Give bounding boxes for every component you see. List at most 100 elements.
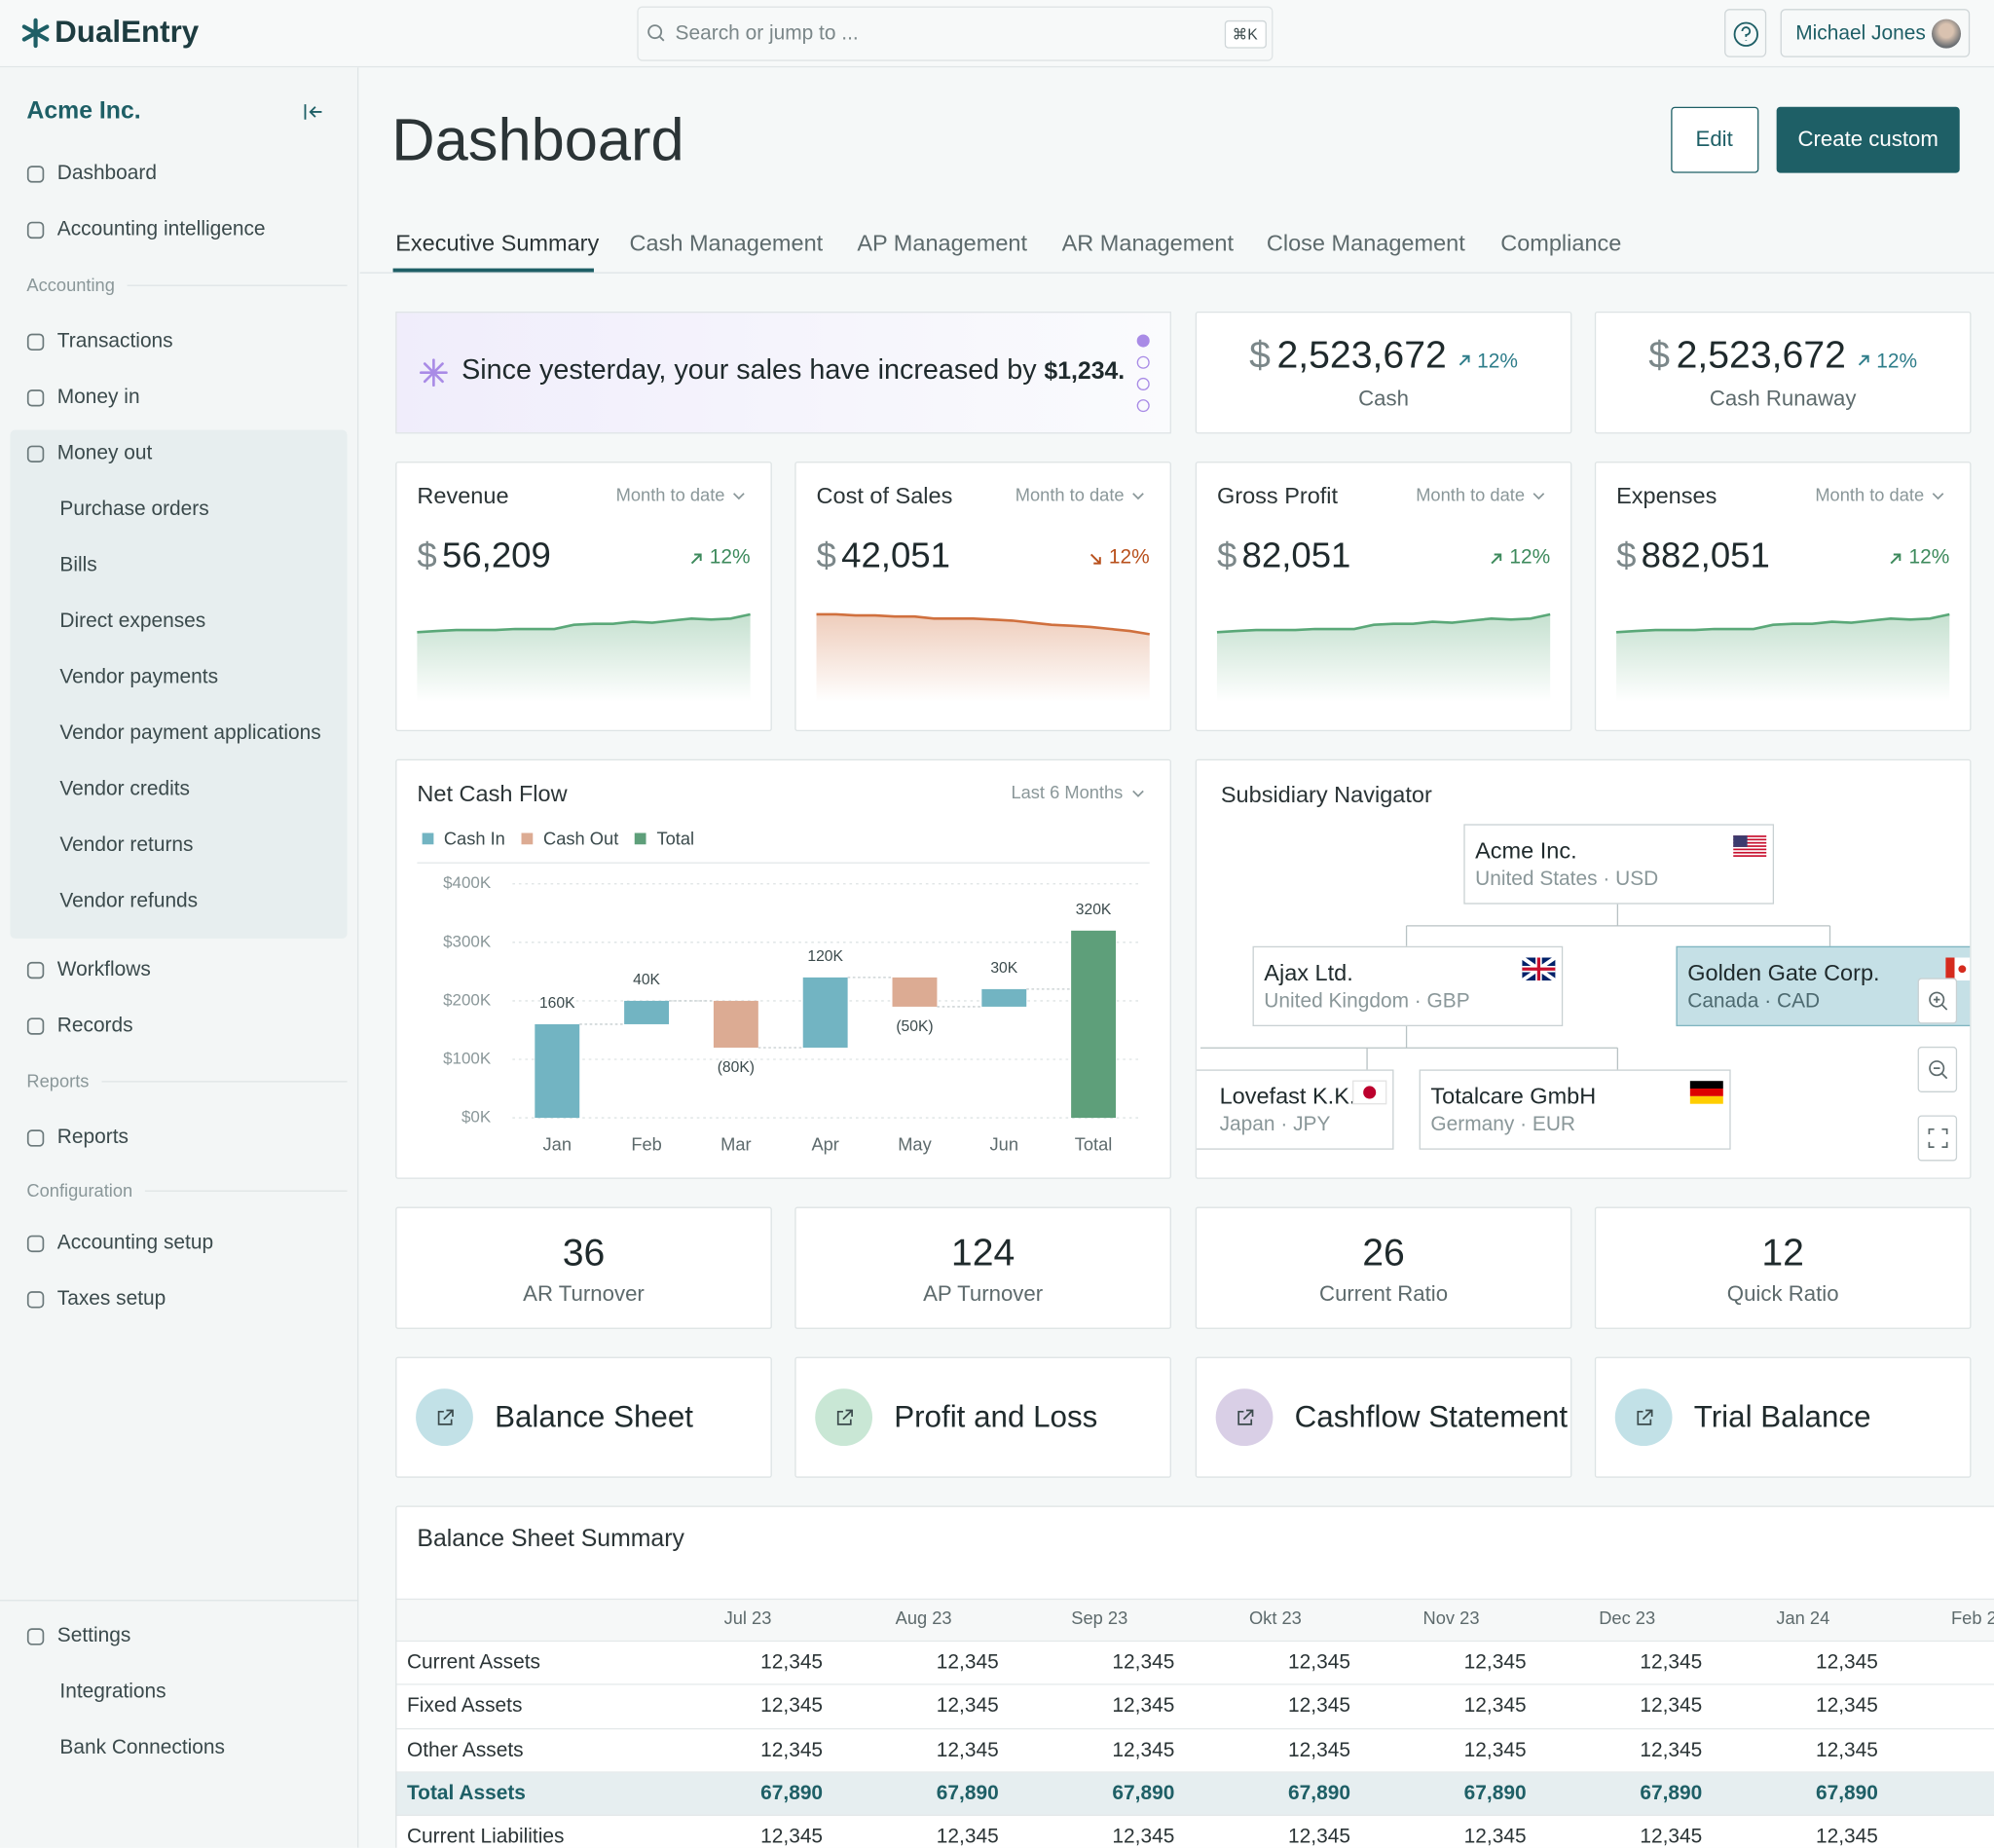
table-cell: 12,345 [760,1695,824,1718]
nav-item[interactable]: Records [56,1015,133,1037]
kpi-period[interactable]: Month to date [1416,485,1526,505]
node-name: Totalcare GmbH [1430,1083,1597,1109]
flag [1352,1080,1387,1105]
report-title[interactable]: Balance Sheet [495,1400,693,1435]
kpi-period[interactable]: Month to date [1015,485,1125,505]
section-title: Reports [26,1070,90,1091]
nav-item[interactable]: Integrations [59,1681,166,1703]
flag-cross [1522,957,1556,981]
table-cell: 67,890 [760,1783,824,1805]
nav-item[interactable]: Transactions [56,330,173,352]
tree-connector [1200,1024,1619,1070]
table-cell: 12,345 [1640,1739,1703,1761]
nav-item[interactable]: Taxes setup [56,1288,166,1311]
kpi-change: 12% [794,545,1150,571]
report-title[interactable]: Cashflow Statement [1294,1400,1569,1435]
table-cell: 12,345 [1463,1651,1527,1674]
column-header: Jan 24 [1776,1608,1830,1629]
report-icon [416,1388,473,1447]
icon [26,445,45,462]
carousel-dot[interactable] [1136,355,1150,369]
tree-node[interactable]: Acme Inc. United States · USD [1463,824,1775,905]
nav-item[interactable]: Money in [56,387,140,409]
metric-label: AP Turnover [923,1282,1044,1307]
nav-item[interactable]: Vendor credits [59,778,190,800]
table-cell: 67,890 [1463,1783,1527,1805]
flag-stripe [1733,838,1767,841]
node-detail: United Kingdom · GBP [1264,990,1470,1013]
nav-item[interactable]: Vendor payments [59,666,219,688]
icon [26,1291,45,1309]
chevron [1932,493,1944,500]
zoom-button[interactable] [1917,1046,1958,1092]
value-label: 40K [633,972,660,988]
section-rule [101,1080,348,1082]
icon-shape [26,1628,45,1645]
tab[interactable]: Cash Management [629,230,824,256]
logo-stroke [21,24,50,42]
tab[interactable]: AP Management [857,230,1028,256]
tab[interactable]: AR Management [1061,230,1235,256]
zoom-button[interactable] [1917,1115,1958,1162]
user-button[interactable] [1780,9,1971,57]
edit-button[interactable] [1671,106,1759,173]
create-button[interactable] [1776,106,1960,173]
chart-filter[interactable]: Last 6 Months [1011,782,1124,803]
nav-item[interactable]: Money out [56,442,153,464]
table-cell: 12,345 [936,1826,999,1848]
flag-stripe [1733,848,1767,851]
nav-item[interactable]: Purchase orders [59,499,209,521]
nav-item[interactable]: Dashboard [56,163,158,185]
carousel-dot[interactable] [1136,377,1150,390]
x-tick-label: Jan [543,1134,572,1155]
change: 12% [1477,351,1518,373]
bar [802,977,848,1048]
tab[interactable]: Executive Summary [395,230,600,256]
kpi-period[interactable]: Month to date [1815,485,1925,505]
flag [1733,835,1767,857]
carousel-dot[interactable] [1136,399,1150,413]
help-button[interactable] [1724,9,1767,57]
nav-item[interactable]: Vendor refunds [59,890,199,912]
search-box[interactable] [637,6,1274,61]
table-cell: 67,890 [1112,1783,1175,1805]
nav-item[interactable]: Accounting intelligence [56,218,266,240]
external-link-icon [1237,1409,1254,1425]
nav-item[interactable]: Vendor returns [59,833,194,857]
tab[interactable]: Close Management [1266,230,1465,256]
carousel-dot[interactable] [1136,334,1150,348]
kpi-period[interactable]: Month to date [615,485,725,505]
tab[interactable]: Compliance [1500,230,1622,256]
section-header: Accounting [26,274,348,297]
legend-label: Total [656,828,695,849]
report-title[interactable]: Profit and Loss [894,1400,1098,1435]
metric-card [1195,1206,1572,1329]
row-label: Current Assets [406,1651,541,1674]
nav-item[interactable]: Accounting setup [56,1232,214,1254]
tree-node[interactable]: Lovefast K.K. Japan · JPY [1197,1069,1394,1150]
table-cell: 12,345 [760,1651,824,1674]
nav-item[interactable]: Reports [56,1127,129,1149]
lens [647,24,663,40]
arrow-path [1858,354,1869,366]
y-tick-label: $0K [462,1108,492,1127]
nav-item[interactable]: Workflows [56,958,151,981]
table-cell: 12,345 [1288,1651,1350,1674]
nav-item[interactable]: Settings [56,1625,131,1647]
tree-node[interactable]: Ajax Ltd. United Kingdom · GBP [1252,945,1564,1027]
edit-label: Edit [1695,128,1733,153]
nav-item[interactable]: Bills [59,554,97,576]
section-rule [127,283,348,286]
metric-label: AR Turnover [523,1282,645,1307]
nav-item[interactable]: Direct expenses [59,610,206,633]
chart-title: Net Cash Flow [417,780,568,806]
sparkline-line [417,612,751,634]
amount: 2,523,672 [1276,334,1447,377]
page-title: Dashboard [391,105,684,173]
tree-node[interactable]: Totalcare GmbH Germany · EUR [1419,1069,1731,1150]
logo-icon [21,18,50,49]
icon-shape [26,389,45,407]
report-title[interactable]: Trial Balance [1693,1400,1871,1435]
nav-item[interactable]: Vendor payment applications [59,721,321,745]
nav-item[interactable]: Bank Connections [59,1737,225,1759]
